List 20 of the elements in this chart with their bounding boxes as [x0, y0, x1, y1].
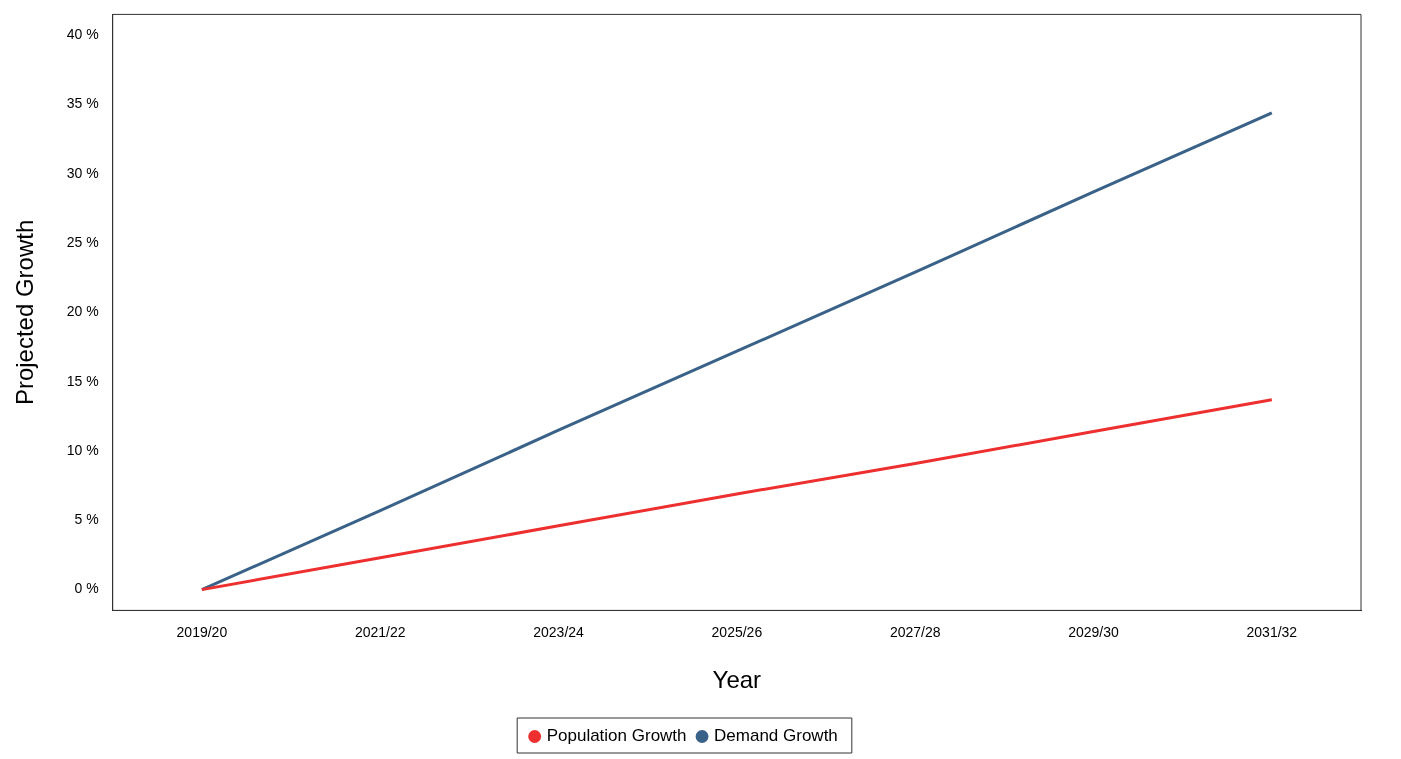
- x-tick-label: 2025/26: [711, 623, 763, 640]
- x-tick-label: 2027/28: [889, 623, 941, 640]
- y-tick-label: 30 %: [66, 164, 99, 181]
- y-tick-label: 20 %: [66, 303, 99, 320]
- y-tick-label: 40 %: [66, 26, 99, 43]
- y-tick-label: 15 %: [66, 372, 99, 389]
- legend-label: Demand Growth: [714, 726, 838, 746]
- y-tick-label: 35 %: [66, 95, 99, 112]
- x-tick-label: 2029/30: [1068, 623, 1120, 640]
- y-tick-label: 5 %: [74, 511, 99, 528]
- y-tick-label: 25 %: [66, 233, 99, 250]
- x-tick-label: 2031/32: [1246, 623, 1298, 640]
- x-tick-label: 2023/24: [533, 623, 585, 640]
- x-tick-label: 2021/22: [354, 623, 406, 640]
- x-axis-title: Year: [712, 666, 762, 694]
- legend-label: Population Growth: [546, 726, 687, 746]
- y-tick-label: 10 %: [66, 441, 99, 458]
- x-tick-label: 2019/20: [176, 623, 228, 640]
- y-tick-label: 0 %: [74, 580, 99, 597]
- y-axis-title: Projected Growth: [11, 219, 39, 406]
